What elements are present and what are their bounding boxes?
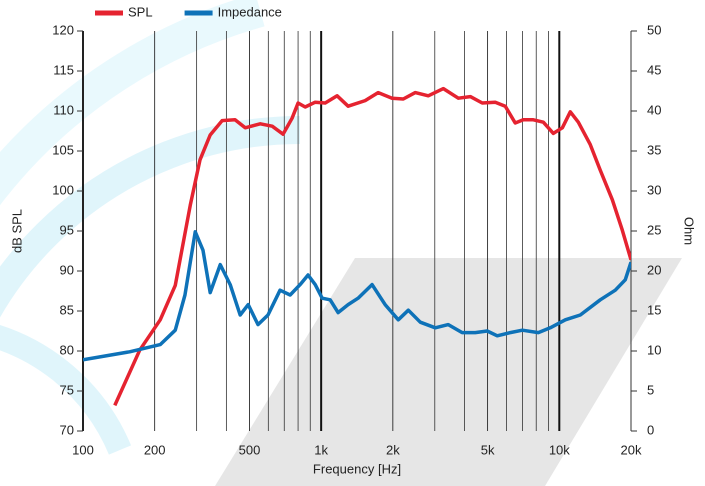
y2-tick-label: 20 bbox=[647, 262, 661, 277]
y2-tick-label: 5 bbox=[647, 382, 654, 397]
y2-axis-title: Ohm bbox=[682, 217, 697, 245]
x-tick-label: 5k bbox=[481, 442, 495, 457]
y2-tick-label: 15 bbox=[647, 302, 661, 317]
x-axis-title: Frequency [Hz] bbox=[313, 461, 401, 476]
legend-label: SPL bbox=[128, 4, 153, 19]
y-tick-label: 70 bbox=[60, 422, 74, 437]
legend-label: Impedance bbox=[218, 4, 282, 19]
y-tick-label: 95 bbox=[60, 222, 74, 237]
y2-tick-label: 10 bbox=[647, 342, 661, 357]
y-tick-label: 110 bbox=[53, 102, 74, 117]
x-tick-label: 200 bbox=[144, 442, 166, 457]
y-tick-label: 75 bbox=[60, 382, 74, 397]
x-tick-label: 2k bbox=[386, 442, 400, 457]
x-tick-label: 10k bbox=[549, 442, 570, 457]
y2-tick-label: 0 bbox=[647, 422, 654, 437]
x-tick-label: 20k bbox=[621, 442, 642, 457]
series-line bbox=[83, 230, 631, 362]
y2-tick-label: 30 bbox=[647, 182, 661, 197]
y2-tick-label: 45 bbox=[647, 62, 661, 77]
y2-tick-label: 50 bbox=[647, 22, 661, 37]
y-tick-label: 85 bbox=[60, 302, 74, 317]
x-tick-label: 500 bbox=[239, 442, 261, 457]
y-tick-label: 90 bbox=[60, 262, 74, 277]
y-tick-label: 120 bbox=[52, 22, 74, 37]
y2-tick-label: 40 bbox=[647, 102, 661, 117]
series-line bbox=[113, 86, 631, 407]
y-tick-label: 100 bbox=[52, 182, 74, 197]
x-tick-label: 1k bbox=[314, 442, 328, 457]
y2-tick-label: 25 bbox=[647, 222, 661, 237]
y-tick-label: 115 bbox=[53, 62, 74, 77]
y-axis-title: dB SPL bbox=[9, 209, 24, 253]
x-tick-label: 100 bbox=[72, 442, 94, 457]
y-tick-label: 105 bbox=[52, 142, 74, 157]
background-decoration bbox=[0, 0, 682, 486]
y2-tick-label: 35 bbox=[647, 142, 661, 157]
y-tick-label: 80 bbox=[60, 342, 74, 357]
